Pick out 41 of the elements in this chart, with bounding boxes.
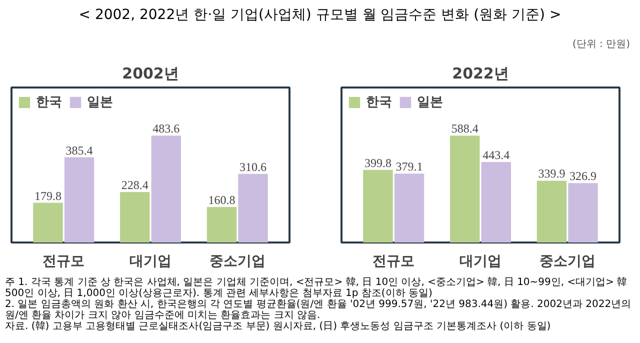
chart-title: 2002년 (122, 64, 179, 83)
data-label: 385.4 (66, 144, 93, 158)
x-tick-label: 중소기업 (539, 254, 596, 270)
text: 주 1. 각국 통계 기준 상 한국은 사업체, 일본은 기업체 기준이며, <전규모> 韓, 日 10인 이상, <중소기업> 韓, 日 10~99인, <대기업> 韓 500인 이상, 日 1,000인 이상(상용근로자). 통계 관련 세부사항은 첨부자료 1p 참조(이하 동일) (5, 277, 628, 300)
x-tick-label: 대기업 (130, 254, 172, 270)
bar (363, 170, 393, 243)
x-tick-label: 중소기업 (209, 254, 266, 270)
bar (536, 181, 567, 243)
legend-label: 한국 (366, 94, 392, 112)
data-label: 483.6 (152, 122, 180, 136)
text: (단위 : 만원) (571, 38, 630, 52)
bar (238, 174, 268, 243)
data-label: 588.4 (451, 122, 478, 136)
bar (394, 174, 424, 243)
chart-title: 2022년 (452, 64, 509, 83)
x-tick-label: 전규모 (372, 254, 415, 270)
data-label: 399.8 (364, 156, 392, 170)
data-label: 228.4 (121, 178, 148, 192)
data-label: 379.1 (396, 160, 423, 174)
bar (481, 162, 511, 243)
data-label: 339.9 (538, 167, 566, 182)
bar (64, 158, 94, 243)
legend-label: 한국 (36, 94, 62, 112)
data-label: 443.4 (482, 148, 510, 162)
text: 2. 일본 임금총액의 원화 환산 시, 한국은행의 각 연도별 평균환율(원/엔 환율 '02년 999.57원, '22년 983.44원) 활용. 2002년과 2022년의 원/엔 환율 차이가 크지 않아 임금수준에 미치는 환율효과는 크지 않음. (5, 299, 632, 322)
text: < 2002, 2022년 한·일 기업(사업체) 규모별 월 임금수준 변화 (원화 기준) > (78, 6, 562, 25)
bar (568, 183, 598, 243)
data-label: 326.9 (570, 169, 597, 184)
bar (151, 136, 181, 243)
bar (120, 192, 150, 243)
data-label: 160.8 (208, 193, 236, 208)
bar (33, 203, 63, 243)
bar (450, 136, 480, 243)
bar (206, 207, 237, 243)
x-tick-label: 전규모 (42, 254, 85, 270)
legend-label: 일본 (87, 94, 113, 112)
x-tick-label: 대기업 (460, 254, 502, 270)
data-label: 310.6 (240, 160, 267, 174)
legend-label: 일본 (417, 94, 443, 112)
data-label: 179.8 (34, 189, 62, 204)
text: 자료. (韓) 고용부 고용형태별 근로실태조사(임금구조 부문) 원시자료, (日) 후생노동성 임금구조 기본통계조사 (이하 동일) (5, 321, 552, 332)
